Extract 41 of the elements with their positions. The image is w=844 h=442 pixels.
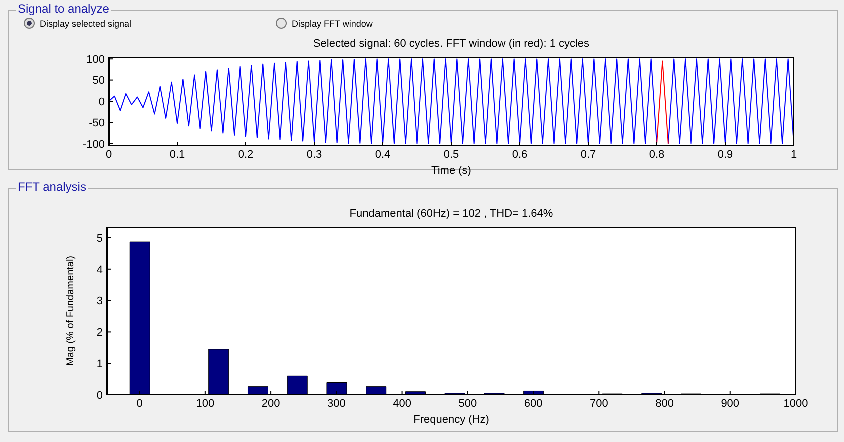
text: FFT analysis (16, 180, 88, 194)
chart-title: Selected signal: 60 cycles. FFT window (in red): 1 cycles (312, 38, 591, 50)
x-tick-label: 700 (590, 398, 608, 410)
x-tick-label: 400 (393, 398, 412, 410)
x-axis-title: Time (s) (430, 165, 472, 177)
x-tick-label: 0.9 (718, 148, 734, 161)
text: Display selected signal (40, 18, 132, 28)
x-tick-label: 1 (790, 148, 798, 161)
y-axis-title: Mag (% of Fundamental) (66, 256, 76, 366)
y-tick-label: 0 (98, 96, 105, 108)
x-tick-label: 900 (721, 398, 740, 410)
x-tick-label: 1000 (784, 398, 808, 410)
x-tick-label: 0.3 (306, 148, 322, 161)
y-tick-label: 100 (86, 54, 105, 66)
text: Signal to analyze (16, 2, 112, 16)
x-tick-label: 500 (458, 398, 478, 410)
x-tick-label: 600 (524, 398, 543, 410)
y-tick-label: 50 (92, 75, 105, 88)
x-tick-label: 0.1 (170, 148, 186, 161)
y-tick-label: 1 (96, 358, 103, 371)
y-tick-label: 4 (96, 264, 103, 276)
x-tick-label: 300 (327, 398, 346, 410)
y-tick-label: -50 (89, 118, 105, 130)
x-tick-label: 0.7 (580, 148, 596, 161)
y-tick-label: 5 (96, 232, 103, 245)
y-tick-label: 0 (96, 390, 103, 402)
x-tick-label: 0.8 (649, 148, 665, 161)
text: Display FFT window (292, 18, 373, 28)
x-tick-label: 800 (656, 398, 674, 410)
x-tick-label: 0.4 (375, 148, 391, 161)
x-tick-label: 0.6 (512, 148, 528, 161)
x-tick-label: 0 (136, 398, 143, 410)
x-tick-label: 0.5 (444, 148, 460, 161)
y-tick-label: -100 (82, 138, 105, 151)
x-tick-label: 100 (196, 398, 215, 410)
chart-title: Fundamental (60Hz) = 102 , THD= 1.64% (348, 208, 554, 220)
x-axis-title: Frequency (Hz) (412, 414, 490, 426)
y-tick-label: 2 (96, 327, 103, 340)
x-tick-label: 0.2 (238, 148, 254, 161)
y-tick-label: 3 (96, 296, 103, 308)
x-tick-label: 200 (262, 398, 280, 410)
